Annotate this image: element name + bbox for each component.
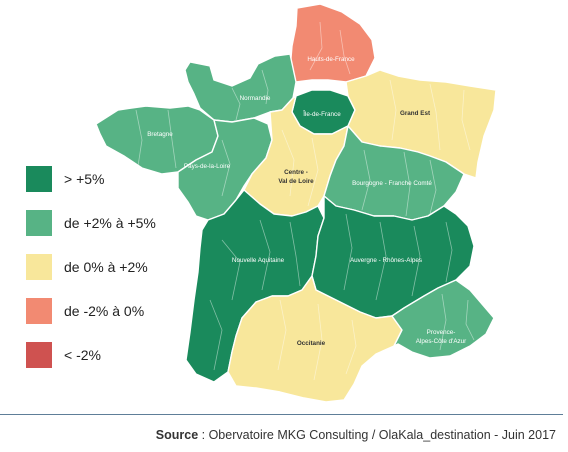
- label-hauts-de-france: Hauts-de-France: [307, 56, 355, 63]
- label-auvergne-rhone-alpes: Auvergne - Rhônes-Alpes: [350, 257, 422, 264]
- region-paca[interactable]: [391, 279, 495, 359]
- label-centre-val-de-loire-1: Centre -: [284, 169, 308, 176]
- label-occitanie: Occitanie: [297, 340, 326, 347]
- legend-label: > +5%: [64, 171, 105, 187]
- label-paca-2: Alpes-Côte d'Azur: [416, 338, 467, 345]
- label-paca-1: Provence-: [427, 329, 456, 336]
- label-normandie: Normandie: [240, 95, 271, 102]
- legend-label: de 0% à +2%: [64, 259, 148, 275]
- source-text: : Obervatoire MKG Consulting / OlaKala_d…: [198, 428, 556, 442]
- legend-swatch: [26, 166, 52, 192]
- legend-swatch: [26, 254, 52, 280]
- label-grand-est: Grand Est: [400, 110, 431, 117]
- region-normandie[interactable]: [184, 53, 297, 123]
- label-ile-de-france: Île-de-France: [302, 109, 341, 118]
- source-prefix: Source: [155, 428, 199, 442]
- region-occitanie[interactable]: [227, 275, 403, 403]
- legend-label: < -2%: [64, 347, 101, 363]
- legend-swatch: [26, 298, 52, 324]
- region-hauts-de-france[interactable]: [289, 3, 376, 83]
- source-caption: Source : Obervatoire MKG Consulting / Ol…: [156, 428, 556, 442]
- legend-label: de +2% à +5%: [64, 215, 156, 231]
- label-bourgogne-franche-comte: Bourgogne - Franche Comté: [352, 180, 432, 187]
- legend-swatch: [26, 210, 52, 236]
- legend-label: de -2% à 0%: [64, 303, 145, 319]
- legend-swatch: [26, 342, 52, 368]
- label-centre-val-de-loire-2: Val de Loire: [278, 178, 314, 185]
- department-boundaries: [135, 21, 475, 381]
- label-pays-de-la-loire: Pays-de-la-Loire: [184, 163, 231, 170]
- label-bretagne: Bretagne: [147, 131, 173, 138]
- label-nouvelle-aquitaine: Nouvelle Aquitaine: [232, 257, 285, 264]
- footer-divider: [0, 414, 563, 415]
